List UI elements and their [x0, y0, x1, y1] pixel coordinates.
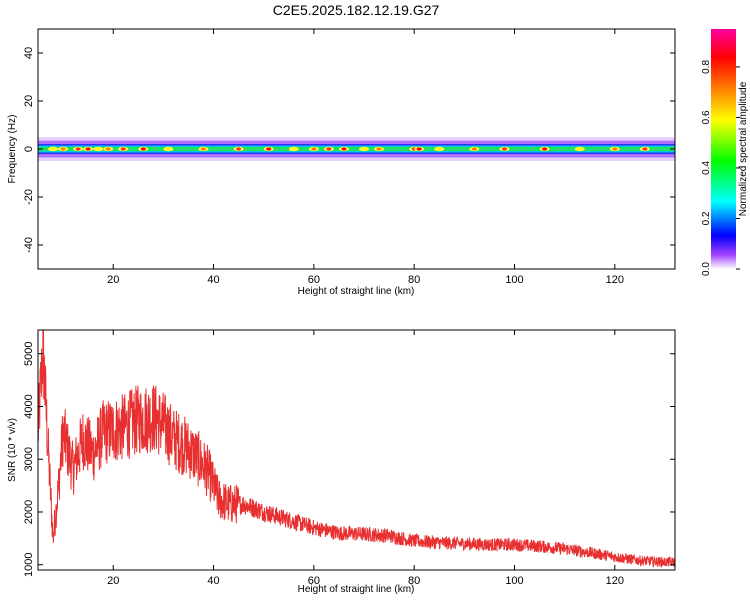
- band-hotspot: [311, 147, 317, 151]
- spectrogram-x-label: Height of straight line (km): [298, 286, 415, 297]
- snr-panel: 20 40 60 80 100 120 1000 2000 3000 4000 5000 Heig…: [7, 329, 676, 595]
- band-hotspot: [50, 147, 56, 151]
- band-hotspot: [436, 147, 442, 151]
- band-hotspot: [361, 147, 367, 151]
- snr-y-tick-label: 5000: [23, 341, 35, 365]
- colorbar-tick-label: 0.0: [701, 262, 712, 276]
- snr-series-line: [38, 330, 675, 569]
- band-hotspot: [291, 147, 297, 151]
- band-hotspot: [376, 147, 382, 151]
- snr-y-ticks: 1000 2000 3000 4000 5000: [23, 341, 675, 577]
- band-core: [38, 147, 675, 151]
- snr-x-label: Height of straight line (km): [298, 584, 415, 595]
- snr-x-tick-label: 80: [408, 575, 420, 587]
- spectrogram-y-tick-label: -40: [23, 237, 35, 253]
- band-hotspot: [326, 147, 332, 151]
- band-hotspot: [541, 147, 548, 151]
- spectrogram-x-tick-label: 120: [606, 274, 624, 286]
- band-hotspot: [140, 147, 146, 151]
- colorbar-label: Normalized spectral amplitude: [738, 81, 749, 216]
- colorbar-gradient: [711, 29, 736, 269]
- band-hotspot: [75, 147, 81, 151]
- spectrogram-y-tick-label: 20: [23, 95, 35, 107]
- snr-x-tick-label: 20: [107, 575, 119, 587]
- snr-y-tick-label: 1000: [23, 552, 35, 576]
- figure-title: C2E5.2025.182.12.19.G27: [273, 2, 440, 18]
- band-hotspot: [612, 147, 618, 151]
- colorbar-tick-label: 0.2: [701, 211, 712, 225]
- snr-frame: [37, 329, 676, 571]
- spectrogram-panel: 20 40 60 80 100 120 40 20 0 -20 -40 Height of str…: [7, 28, 676, 297]
- colorbar-tick-label: 0.6: [701, 110, 712, 124]
- band-hotspot: [165, 147, 172, 151]
- spectrogram-y-label: Frequency (Hz): [7, 115, 18, 184]
- snr-x-ticks: 20 40 60 80 100 120: [107, 330, 624, 587]
- snr-y-tick-label: 2000: [23, 500, 35, 524]
- band-hotspot: [416, 147, 422, 151]
- band-hotspot: [266, 147, 272, 151]
- band-hotspot: [471, 147, 477, 151]
- spectrogram-x-tick-label: 80: [408, 274, 420, 286]
- colorbar-tick-label: 0.8: [701, 60, 712, 74]
- spectrogram-x-tick-label: 40: [207, 274, 219, 286]
- snr-y-tick-label: 3000: [23, 447, 35, 471]
- spectrogram-y-tick-label: 0: [23, 146, 35, 152]
- spectrogram-y-ticks: 40 20 0 -20 -40: [23, 47, 675, 253]
- spectrogram-band: [38, 137, 675, 161]
- snr-x-tick-label: 120: [606, 575, 624, 587]
- band-hotspot: [501, 147, 508, 151]
- band-hotspot: [120, 147, 126, 151]
- band-hotspot: [85, 147, 91, 151]
- spectrogram-x-tick-label: 100: [505, 274, 523, 286]
- spectrogram-x-tick-label: 20: [107, 274, 119, 286]
- band-hotspot: [577, 147, 583, 151]
- band-hotspot: [642, 147, 648, 151]
- spectrogram-x-tick-label: 60: [308, 274, 320, 286]
- spectrogram-x-ticks: 20 40 60 80 100 120: [107, 29, 624, 286]
- band-hotspot: [236, 147, 242, 151]
- spectrogram-y-tick-label: -20: [23, 189, 35, 205]
- colorbar-ticks: 0.0 0.2 0.4 0.6 0.8: [701, 60, 740, 276]
- band-hotspot: [105, 147, 111, 151]
- snr-y-label: SNR (10 * v/v): [7, 418, 18, 482]
- colorbar: 0.0 0.2 0.4 0.6 0.8 Normalized spectral ampl…: [701, 29, 749, 276]
- snr-x-tick-label: 100: [505, 575, 523, 587]
- colorbar-tick-label: 0.4: [701, 161, 712, 175]
- snr-y-tick-label: 4000: [23, 394, 35, 418]
- band-hotspot: [200, 147, 207, 151]
- snr-x-tick-label: 60: [308, 575, 320, 587]
- band-hotspot: [95, 147, 101, 151]
- band-hotspot: [60, 147, 66, 151]
- spectrogram-y-tick-label: 40: [23, 47, 35, 59]
- snr-x-tick-label: 40: [207, 575, 219, 587]
- band-hotspot: [341, 147, 347, 151]
